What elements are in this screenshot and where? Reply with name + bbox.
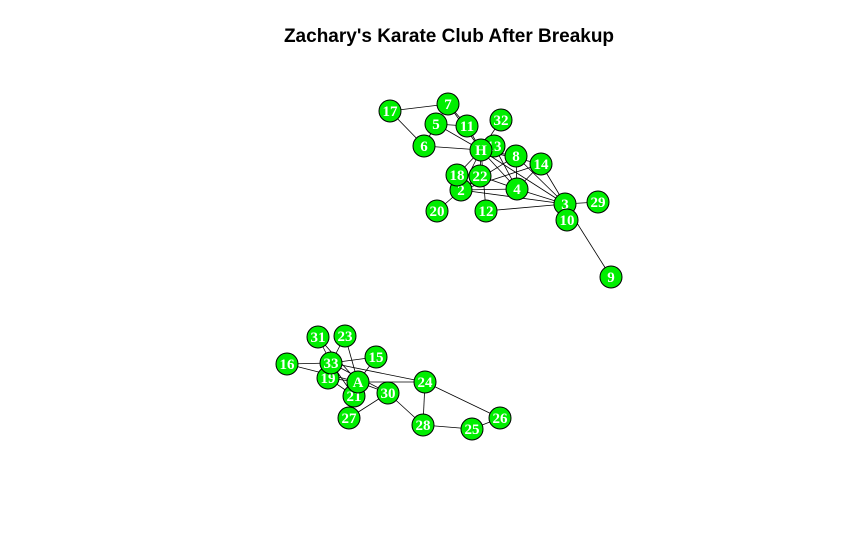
node-circle [425, 199, 449, 223]
node-label: 2 [457, 183, 465, 199]
node-circle [489, 108, 513, 132]
node-circle [586, 190, 610, 214]
node-label: 20 [430, 204, 445, 220]
node-12: 12 [474, 199, 498, 223]
node-25: 25 [460, 417, 484, 441]
node-label: 15 [369, 350, 384, 366]
node-circle [529, 152, 553, 176]
node-circle [376, 381, 400, 405]
node-label: 6 [420, 139, 428, 155]
edge-24-26 [424, 381, 501, 419]
node-A: A [346, 370, 370, 394]
node-16: 16 [275, 352, 299, 376]
node-label: 17 [383, 104, 399, 120]
node-label: 30 [381, 386, 396, 402]
node-circle [599, 265, 623, 289]
chart-title: Zachary's Karate Club After Breakup [283, 26, 615, 47]
node-circle [411, 413, 435, 437]
node-circle [378, 99, 402, 123]
edge-H-3 [480, 149, 566, 205]
node-label: 11 [460, 119, 474, 135]
node-circle [424, 112, 448, 136]
node-circle [468, 164, 492, 188]
node-22: 22 [468, 164, 492, 188]
node-circle [346, 370, 370, 394]
node-circle [504, 144, 528, 168]
edge-3-12 [485, 203, 566, 212]
node-31: 31 [306, 325, 330, 349]
node-label: 27 [342, 411, 358, 427]
node-circle [412, 134, 436, 158]
node-label: H [475, 143, 487, 159]
edge-33-24 [330, 362, 426, 383]
node-label: 31 [311, 330, 326, 346]
node-label: 33 [324, 356, 339, 372]
node-circle [333, 324, 357, 348]
node-8: 8 [504, 144, 528, 168]
node-circle [275, 352, 299, 376]
node-6: 6 [412, 134, 436, 158]
node-32: 32 [489, 108, 513, 132]
node-circle [445, 163, 469, 187]
node-28: 28 [411, 413, 435, 437]
node-23: 23 [333, 324, 357, 348]
node-26: 26 [488, 406, 512, 430]
node-label: 12 [479, 204, 494, 220]
node-circle [319, 351, 343, 375]
node-9: 9 [599, 265, 623, 289]
node-label: 5 [432, 117, 440, 133]
node-label: 10 [560, 213, 575, 229]
node-14: 14 [529, 152, 553, 176]
node-label: 3 [561, 197, 569, 213]
node-label: 4 [513, 182, 521, 198]
node-17: 17 [378, 99, 402, 123]
node-20: 20 [425, 199, 449, 223]
node-H: H [469, 138, 493, 162]
node-5: 5 [424, 112, 448, 136]
node-30: 30 [376, 381, 400, 405]
node-label: 14 [534, 157, 550, 173]
node-label: 8 [512, 149, 520, 165]
node-label: 25 [465, 422, 480, 438]
node-label: 22 [473, 169, 488, 185]
node-4: 4 [505, 177, 529, 201]
node-label: 23 [338, 329, 353, 345]
node-33: 33 [319, 351, 343, 375]
node-27: 27 [337, 406, 361, 430]
node-29: 29 [586, 190, 610, 214]
node-circle [436, 92, 460, 116]
node-label: 7 [444, 97, 452, 113]
node-circle [488, 406, 512, 430]
node-circle [555, 208, 579, 232]
node-10: 10 [555, 208, 579, 232]
node-label: 26 [493, 411, 509, 427]
node-circle [474, 199, 498, 223]
node-label: 24 [418, 375, 434, 391]
node-label: 9 [607, 270, 615, 286]
node-circle [364, 345, 388, 369]
node-label: 16 [280, 357, 296, 373]
node-circle [469, 138, 493, 162]
node-7: 7 [436, 92, 460, 116]
node-circle [306, 325, 330, 349]
node-15: 15 [364, 345, 388, 369]
node-circle [413, 370, 437, 394]
node-circle [337, 406, 361, 430]
node-label: A [353, 375, 364, 391]
node-label: 29 [591, 195, 606, 211]
node-label: 19 [321, 371, 336, 387]
node-label: 28 [416, 418, 431, 434]
nodes-layer: 2345678910111213141516171819202122232425… [275, 92, 623, 441]
node-label: 18 [450, 168, 465, 184]
node-24: 24 [413, 370, 437, 394]
node-18: 18 [445, 163, 469, 187]
node-label: 32 [494, 113, 509, 129]
node-circle [505, 177, 529, 201]
node-circle [460, 417, 484, 441]
node-11: 11 [455, 114, 479, 138]
node-circle [455, 114, 479, 138]
